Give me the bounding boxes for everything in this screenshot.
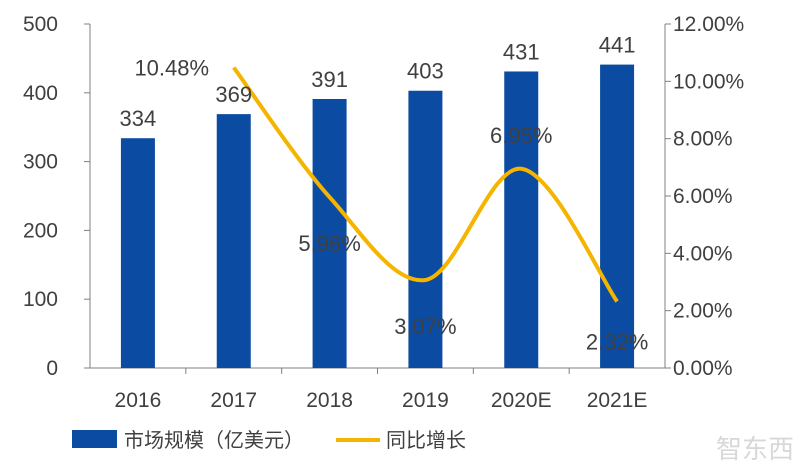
right-tick-label: 4.00% [673, 242, 733, 265]
legend-label-line: 同比增长 [386, 428, 466, 452]
legend-label-bar: 市场规模（亿美元） [124, 428, 304, 452]
growth-line [232, 66, 619, 303]
bar-value-label: 334 [120, 106, 157, 131]
bar-value-label: 403 [407, 59, 444, 84]
growth-value-label: 5.96% [298, 231, 360, 256]
left-tick-label: 500 [23, 13, 58, 36]
bar-value-label: 441 [599, 33, 636, 58]
bar-2020E [504, 71, 539, 369]
legend: 市场规模（亿美元） 同比增长 [72, 428, 466, 452]
left-tick-label: 300 [23, 151, 58, 174]
x-tick-label: 2019 [402, 389, 449, 412]
bar-value-label: 369 [215, 82, 252, 107]
legend-swatch-bar [72, 430, 117, 448]
x-tick-label: 2021E [587, 389, 648, 412]
right-tick-label: 2.00% [673, 300, 733, 323]
watermark-logo: 智东西 [716, 434, 794, 464]
x-tick-label: 2018 [306, 389, 353, 412]
bar-value-label: 391 [311, 67, 348, 92]
left-tick-label: 100 [23, 288, 58, 311]
bar-2017 [216, 114, 251, 369]
bar-2016 [120, 138, 155, 368]
right-tick-label: 0.00% [673, 357, 733, 380]
right-tick-label: 12.00% [673, 13, 744, 36]
right-tick-label: 10.00% [673, 70, 744, 93]
x-tick-label: 2016 [115, 389, 162, 412]
bar-value-label: 431 [503, 39, 540, 64]
right-tick-label: 8.00% [673, 128, 733, 151]
bar-2018 [312, 98, 347, 368]
left-tick-label: 200 [23, 219, 58, 242]
growth-value-label: 6.95% [490, 123, 552, 148]
bar-2019 [408, 90, 443, 369]
bar-2021E [600, 64, 635, 368]
left-tick-label: 400 [23, 82, 58, 105]
growth-value-label: 3.07% [394, 314, 456, 339]
x-tick-label: 2017 [210, 389, 257, 412]
right-tick-label: 6.00% [673, 185, 733, 208]
x-tick-label: 2020E [491, 389, 552, 412]
left-tick-label: 0 [46, 357, 58, 380]
growth-value-label: 2.32% [586, 329, 648, 354]
growth-value-label: 10.48% [134, 56, 209, 81]
